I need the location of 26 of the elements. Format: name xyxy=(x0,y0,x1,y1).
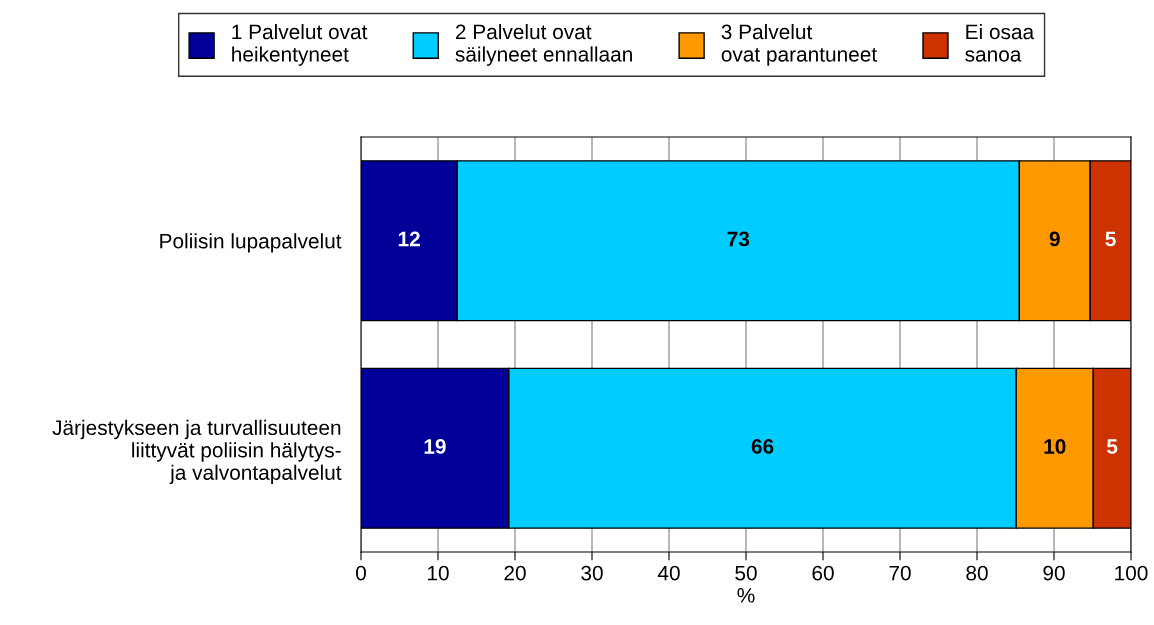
x-tick-label: 100 xyxy=(1115,565,1148,581)
data-label: 73 xyxy=(727,231,750,247)
data-label: 9 xyxy=(1049,231,1060,247)
x-tick-label: 80 xyxy=(966,565,988,581)
data-label: 5 xyxy=(1105,231,1116,247)
y-tick-label: Järjestykseen ja turvallisuuteen liittyvät poliisin hälytys- ja valvontapalvelut xyxy=(52,419,342,485)
legend-label: 1 Palvelut ovat heikentyneet xyxy=(232,23,368,66)
x-tick-label: 20 xyxy=(504,565,526,581)
x-tick-label: 10 xyxy=(428,565,449,581)
data-label: 5 xyxy=(1106,439,1118,454)
legend-label: Ei osaa sanoa xyxy=(965,23,1035,62)
data-label: 10 xyxy=(1044,439,1066,454)
y-tick-label: Poliisin lupapalvelut xyxy=(160,233,342,253)
x-tick-label: 50 xyxy=(735,565,757,581)
x-tick-label: 70 xyxy=(889,565,911,581)
x-tick-label: 0 xyxy=(356,565,366,581)
x-tick-label: 40 xyxy=(657,565,680,581)
x-tick-label: 30 xyxy=(581,565,603,581)
data-label: 66 xyxy=(751,439,774,454)
x-axis-title: % xyxy=(737,588,755,603)
x-tick-label: 60 xyxy=(812,565,834,581)
legend-label: 2 Palvelut ovat säilyneet ennallaan xyxy=(455,23,632,66)
data-label: 12 xyxy=(398,231,420,247)
x-tick-label: 90 xyxy=(1043,565,1065,581)
legend-label: 3 Palvelut ovat parantuneet xyxy=(721,23,878,66)
data-label: 19 xyxy=(424,439,446,454)
